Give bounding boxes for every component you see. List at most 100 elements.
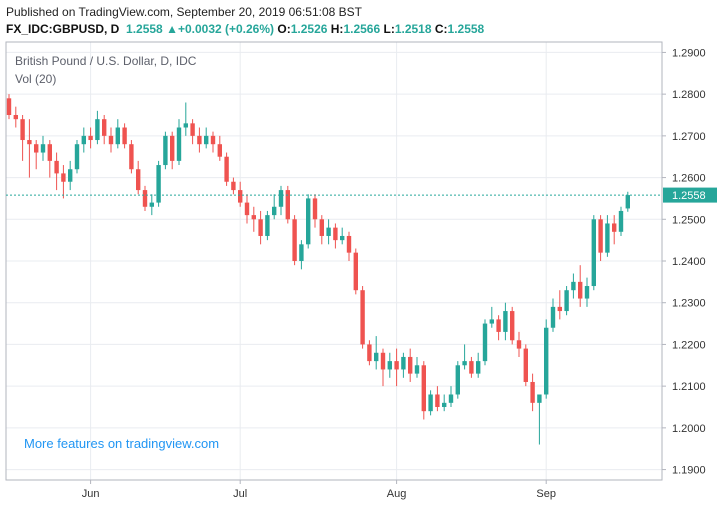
candle-body bbox=[13, 115, 18, 120]
candle-body bbox=[238, 190, 243, 203]
candle-body bbox=[442, 402, 447, 407]
candle-body bbox=[6, 98, 12, 115]
chart-header: Published on TradingView.com, September … bbox=[6, 4, 484, 38]
candle-body bbox=[387, 361, 392, 370]
candle-body bbox=[102, 119, 107, 136]
candle-body bbox=[408, 356, 413, 374]
candle-body bbox=[61, 173, 66, 182]
candle-body bbox=[380, 352, 386, 370]
price-tick-label: 1.2900 bbox=[672, 47, 706, 59]
candle-body bbox=[210, 135, 216, 145]
price-tick-label: 1.1900 bbox=[672, 465, 706, 477]
time-tick-label: Jun bbox=[82, 488, 100, 500]
candle-body bbox=[204, 135, 209, 145]
candle-body bbox=[469, 361, 474, 374]
chart-title: British Pound / U.S. Dollar, D, IDC bbox=[15, 54, 197, 68]
candle-body bbox=[618, 210, 624, 232]
candle-body bbox=[319, 219, 324, 236]
candle-body bbox=[129, 144, 134, 170]
time-tick-label: Jul bbox=[233, 488, 247, 500]
price-tick-label: 1.2300 bbox=[672, 298, 706, 310]
candle-body bbox=[537, 394, 542, 403]
candle-body bbox=[482, 323, 488, 362]
candle-body bbox=[34, 144, 39, 153]
candle-body bbox=[74, 144, 80, 170]
candle-body bbox=[421, 365, 426, 412]
candle-body bbox=[265, 215, 270, 236]
candle-body bbox=[47, 144, 52, 161]
candle-body bbox=[612, 223, 617, 232]
candle-body bbox=[217, 144, 222, 157]
candle-body bbox=[292, 219, 297, 261]
candle-body bbox=[312, 198, 318, 220]
candle-body bbox=[108, 135, 114, 145]
candle-body bbox=[278, 190, 284, 207]
time-axis: Jun Jul Aug Sep bbox=[82, 480, 556, 500]
candle-body bbox=[564, 290, 569, 312]
candle-body bbox=[523, 348, 528, 382]
published-line: Published on TradingView.com, September … bbox=[6, 5, 363, 19]
candle-series bbox=[6, 94, 630, 445]
candle-body bbox=[326, 227, 331, 236]
candle-body bbox=[428, 394, 433, 412]
chart-grid bbox=[6, 42, 662, 480]
candle-body bbox=[149, 202, 154, 207]
up-arrow-icon: ▲ bbox=[166, 22, 178, 36]
time-tick-label: Aug bbox=[387, 488, 407, 500]
price-tick-label: 1.2600 bbox=[672, 173, 706, 185]
symbol-label[interactable]: FX_IDC:GBPUSD, D bbox=[6, 22, 120, 36]
candle-body bbox=[244, 202, 250, 216]
candle-body bbox=[374, 352, 379, 362]
candle-body bbox=[394, 361, 399, 370]
candle-body bbox=[462, 361, 467, 366]
candle-body bbox=[550, 306, 556, 328]
candle-body bbox=[414, 365, 420, 374]
candle-body bbox=[598, 219, 603, 253]
candle-body bbox=[197, 135, 202, 145]
candle-body bbox=[510, 311, 515, 341]
candle-body bbox=[285, 190, 290, 220]
close-label: C: bbox=[434, 22, 448, 36]
last-price-tag-bg bbox=[663, 187, 717, 203]
price-tick-label: 1.2700 bbox=[672, 131, 706, 143]
candle-body bbox=[571, 281, 576, 291]
candle-body bbox=[625, 195, 630, 209]
candle-body bbox=[346, 235, 352, 253]
candle-body bbox=[503, 311, 508, 332]
candle-body bbox=[231, 181, 236, 191]
symbol-quote-line: FX_IDC:GBPUSD, D 1.2558 ▲+0.0032 (+0.26%… bbox=[6, 21, 484, 38]
candle-body bbox=[455, 365, 460, 395]
more-features-link[interactable]: More features on tradingview.com bbox=[24, 436, 219, 451]
price-tick-label: 1.2200 bbox=[672, 339, 706, 351]
candle-body bbox=[224, 156, 229, 182]
price-tick-label: 1.2800 bbox=[672, 89, 706, 101]
candle-body bbox=[27, 140, 32, 145]
candle-body bbox=[448, 394, 454, 403]
high-label: H: bbox=[330, 22, 344, 36]
candle-body bbox=[353, 252, 358, 291]
candle-body bbox=[183, 123, 188, 128]
candle-body bbox=[190, 123, 195, 136]
price-tick-label: 1.2400 bbox=[672, 256, 706, 268]
candle-body bbox=[367, 344, 372, 362]
candle-body bbox=[299, 244, 304, 261]
candle-body bbox=[115, 127, 120, 145]
candle-body bbox=[136, 169, 141, 191]
candle-body bbox=[95, 119, 100, 141]
candle-body bbox=[54, 160, 59, 174]
candle-body bbox=[251, 215, 256, 220]
low-value: 1.2518 bbox=[394, 22, 432, 36]
candle-body bbox=[578, 281, 583, 299]
close-value: 1.2558 bbox=[447, 22, 485, 36]
price-axis: 1.1900 1.2000 1.2100 1.2200 1.2300 1.2400 1.25… bbox=[662, 47, 706, 477]
price-tick-label: 1.2500 bbox=[672, 214, 706, 226]
open-value: 1.2526 bbox=[290, 22, 328, 36]
candle-body bbox=[272, 206, 277, 216]
candle-body bbox=[557, 306, 562, 312]
candle-body bbox=[81, 135, 86, 145]
candle-body bbox=[435, 394, 440, 407]
high-value: 1.2566 bbox=[343, 22, 381, 36]
volume-indicator-label[interactable]: Vol (20) bbox=[15, 72, 56, 86]
candle-body bbox=[584, 286, 590, 299]
